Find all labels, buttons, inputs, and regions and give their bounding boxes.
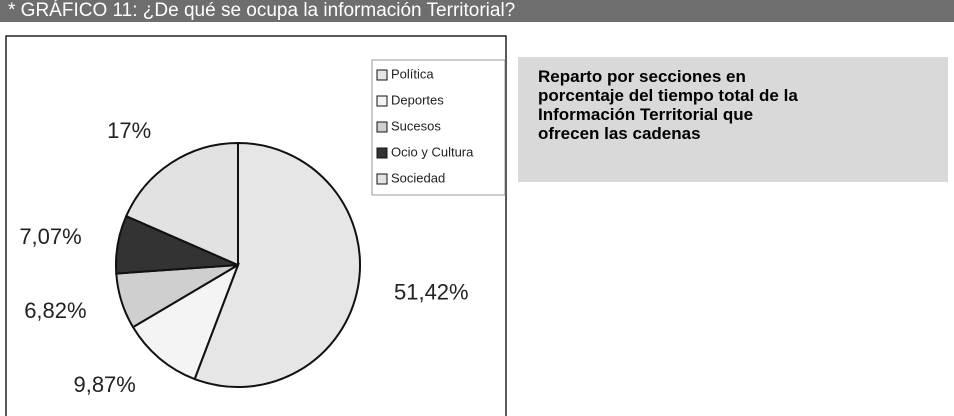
- legend-swatch: [376, 121, 388, 133]
- legend-swatch: [376, 69, 388, 81]
- legend-swatch: [376, 95, 388, 107]
- data-label: 9,87%: [73, 372, 135, 397]
- data-label: 6,82%: [24, 298, 86, 323]
- pie-slice: [193, 141, 361, 388]
- data-label: 51,42%: [394, 279, 469, 304]
- pie-slice: [124, 141, 239, 267]
- description-box: Reparto por secciones en porcentaje del …: [518, 57, 948, 182]
- chart-title: * GRÁFICO 11: ¿De qué se ocupa la inform…: [0, 0, 954, 22]
- legend-label: Deportes: [391, 92, 444, 107]
- legend-swatch: [376, 147, 388, 159]
- data-label: 7,07%: [19, 224, 81, 249]
- legend-label: Sucesos: [391, 118, 441, 133]
- data-label: 17%: [107, 118, 151, 143]
- description: Reparto por secciones en porcentaje del …: [538, 67, 798, 143]
- pie-slice: [131, 262, 240, 381]
- legend-label: Sociedad: [391, 170, 445, 185]
- legend-label: Política: [391, 66, 434, 81]
- legend-label: Ocio y Cultura: [391, 144, 474, 159]
- legend-box: [371, 59, 506, 196]
- legend-swatch: [376, 173, 388, 185]
